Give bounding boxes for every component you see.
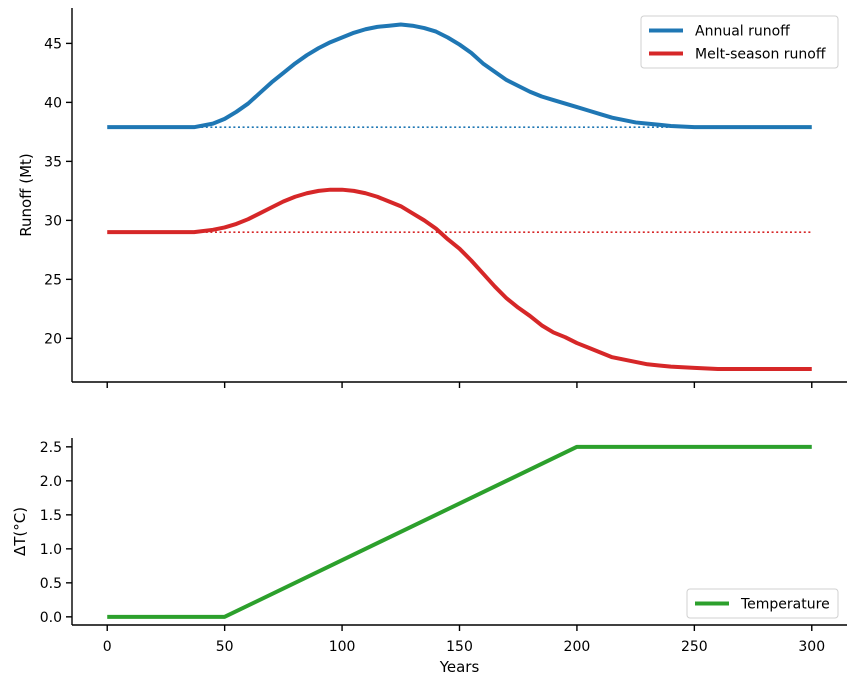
- x-axis-label: Years: [439, 658, 480, 676]
- y-tick-label: 35: [44, 154, 62, 170]
- y-axis-label: ΔT(°C): [11, 507, 29, 556]
- y-tick-label: 20: [44, 331, 62, 347]
- y-tick-label: 1.5: [40, 508, 62, 524]
- legend-label: Melt-season runoff: [695, 47, 826, 63]
- runoff-panel: 20 25 30 35 40 45 Runoff (Mt) Annual runoff Melt…: [17, 8, 847, 388]
- y-tick-label: 0.5: [40, 576, 62, 592]
- temperature-panel: 0 50 100 150 200 250 300 0.0 0.5 1.0 1.5 2.0 2.5 ΔT(°…: [11, 438, 847, 676]
- y-tick-label: 30: [44, 213, 62, 229]
- y-tick-label: 40: [44, 95, 62, 111]
- legend-label: Annual runoff: [695, 24, 790, 40]
- legend: Temperature: [686, 588, 839, 619]
- series-line-annual-runoff: [107, 22, 812, 130]
- series-line-melt-season-runoff: [107, 187, 812, 372]
- y-tick-label: 2.0: [40, 474, 62, 490]
- x-tick-label: 200: [564, 639, 591, 655]
- y-tick-label: 2.5: [40, 440, 62, 456]
- series-line-temperature: [107, 444, 812, 619]
- y-tick-label: 25: [44, 272, 62, 288]
- x-tick-label: 300: [798, 639, 825, 655]
- x-tick-label: 0: [103, 639, 112, 655]
- y-tick-label: 0.0: [40, 610, 62, 626]
- x-tick-label: 100: [329, 639, 356, 655]
- legend: Annual runoff Melt-season runoff: [640, 15, 839, 69]
- y-tick-label: 1.0: [40, 542, 62, 558]
- x-tick-label: 50: [216, 639, 234, 655]
- x-tick-label: 250: [681, 639, 708, 655]
- legend-box: [686, 588, 839, 619]
- y-axis-label: Runoff (Mt): [17, 153, 35, 237]
- legend-box: [640, 15, 839, 69]
- y-tick-label: 45: [44, 36, 62, 52]
- x-tick-label: 150: [446, 639, 473, 655]
- legend-label: Temperature: [740, 597, 830, 613]
